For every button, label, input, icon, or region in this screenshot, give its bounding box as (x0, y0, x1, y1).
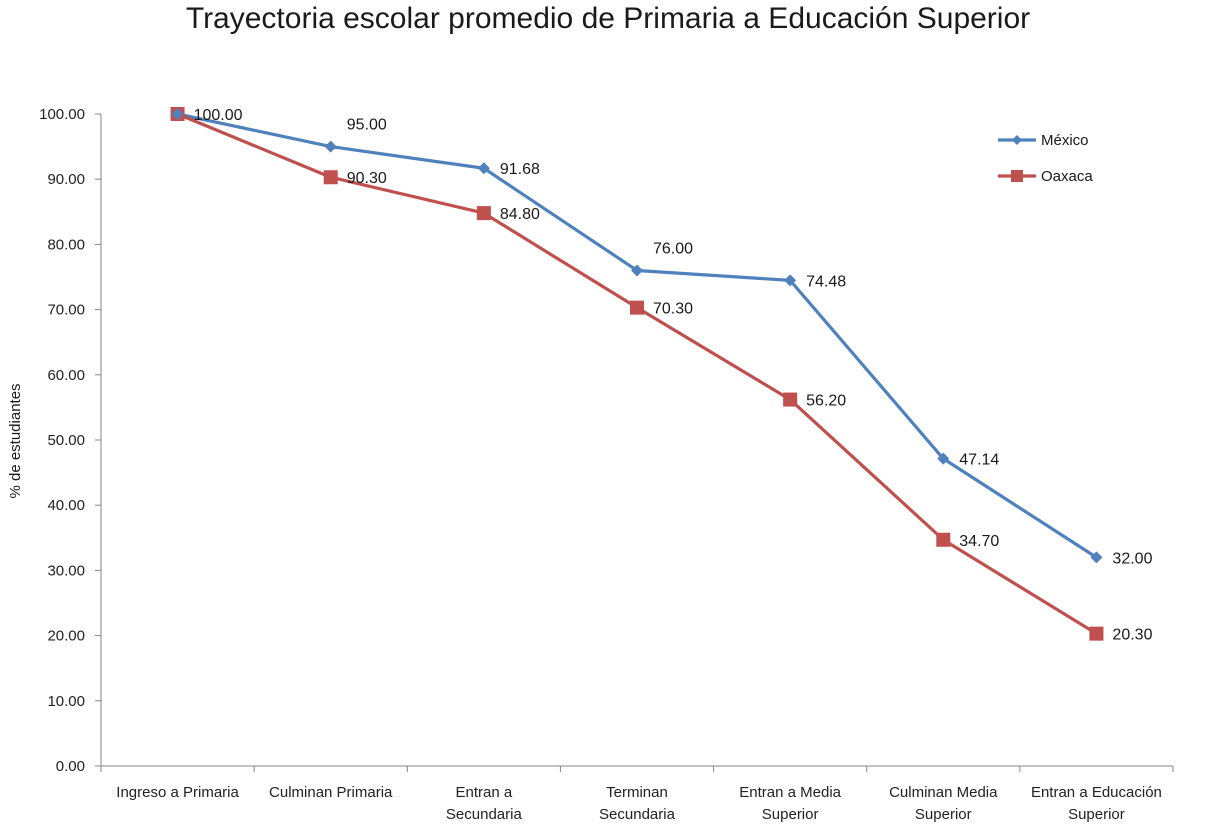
y-tick-labels: 0.00 10.00 20.00 30.00 40.00 50.00 60.00 70.00 8… (39, 106, 85, 775)
x-tick-label: Entran a Educación Superior (1031, 784, 1162, 823)
data-point (784, 274, 797, 287)
data-label: 84.80 (500, 206, 540, 223)
x-tick-label: Ingreso a Primaria (116, 784, 239, 801)
data-label: 74.48 (806, 273, 846, 290)
legend-label: México (1041, 132, 1089, 149)
axes (95, 113, 1174, 772)
x-tick-label: Culminan Media Superior (889, 784, 998, 823)
data-label: 76.00 (653, 240, 693, 257)
x-tick-label: Entran a Media Superior (739, 784, 841, 823)
x-tick-labels: Ingreso a Primaria Culminan Primaria Entra… (116, 784, 1162, 823)
legend-marker (1012, 135, 1022, 145)
y-tick-label: 40.00 (47, 497, 85, 514)
y-tick-label: 90.00 (47, 171, 85, 188)
data-point (1089, 626, 1104, 641)
legend-label: Oaxaca (1041, 168, 1093, 185)
y-tick-label: 100.00 (39, 106, 85, 123)
data-point (783, 392, 798, 407)
y-axis-title: % de estudiantes (7, 383, 24, 498)
x-tick-label: Entran a Secundaria (446, 784, 523, 823)
y-tick-label: 70.00 (47, 302, 85, 319)
data-labels: 95.00 91.68 76.00 74.48 47.14 32.00 100.00 90.3… (194, 107, 1153, 644)
series (170, 107, 1104, 641)
y-tick-label: 20.00 (47, 628, 85, 645)
data-label: 70.30 (653, 301, 693, 318)
data-label: 32.00 (1112, 550, 1152, 567)
series-line-Oaxaca (176, 112, 1098, 636)
chart-title: Trayectoria escolar promedio de Primaria… (185, 2, 1031, 35)
y-tick-label: 10.00 (47, 693, 85, 710)
x-tick-label: Culminan Primaria (269, 784, 393, 801)
data-point (937, 452, 950, 465)
data-point (630, 300, 644, 315)
y-tick-label: 80.00 (47, 236, 85, 253)
data-label: 100.00 (194, 107, 243, 124)
y-tick-label: 60.00 (47, 367, 85, 384)
data-point (323, 170, 338, 185)
data-point (171, 108, 184, 120)
data-label: 95.00 (347, 117, 387, 134)
data-point (1090, 551, 1103, 564)
y-tick-label: 30.00 (47, 562, 85, 579)
data-point (476, 206, 491, 221)
data-point (936, 532, 951, 547)
data-label: 56.20 (806, 393, 846, 410)
data-point (477, 162, 490, 175)
legend-marker (1011, 170, 1023, 182)
data-point (631, 264, 643, 277)
x-tick-label: Terminan Secundaria (599, 784, 676, 823)
data-label: 90.30 (347, 170, 387, 187)
data-label: 20.30 (1112, 627, 1152, 644)
y-tick-label: 0.00 (56, 758, 85, 775)
legend: México Oaxaca (998, 132, 1093, 185)
data-label: 47.14 (959, 452, 999, 469)
data-label: 34.70 (959, 533, 999, 550)
data-label: 91.68 (500, 161, 540, 178)
y-tick-label: 50.00 (47, 432, 85, 449)
series-line-México (177, 112, 1098, 559)
data-point (324, 140, 337, 153)
